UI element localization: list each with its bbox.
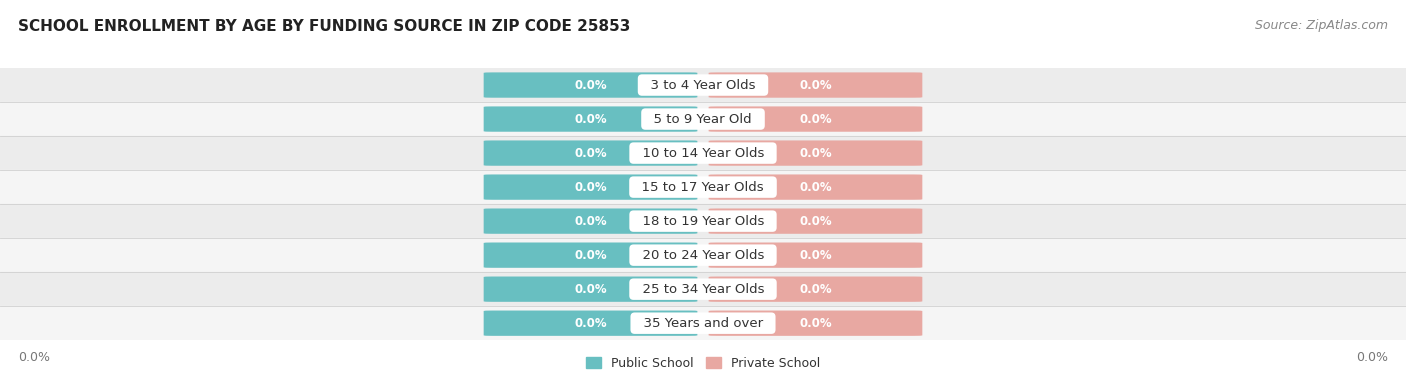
FancyBboxPatch shape	[709, 243, 922, 268]
Text: 0.0%: 0.0%	[799, 317, 832, 330]
FancyBboxPatch shape	[709, 277, 922, 302]
Bar	[0, 102, 1406, 136]
Text: 0.0%: 0.0%	[574, 249, 607, 262]
Text: Source: ZipAtlas.com: Source: ZipAtlas.com	[1254, 19, 1388, 32]
Bar	[0, 272, 1406, 306]
FancyBboxPatch shape	[484, 277, 697, 302]
Text: 0.0%: 0.0%	[799, 147, 832, 160]
FancyBboxPatch shape	[484, 311, 697, 336]
Text: 3 to 4 Year Olds: 3 to 4 Year Olds	[643, 79, 763, 91]
Text: 0.0%: 0.0%	[574, 283, 607, 296]
FancyBboxPatch shape	[484, 243, 697, 268]
Text: 0.0%: 0.0%	[574, 215, 607, 228]
Bar	[0, 306, 1406, 340]
FancyBboxPatch shape	[484, 175, 697, 200]
Text: 0.0%: 0.0%	[574, 113, 607, 125]
Text: SCHOOL ENROLLMENT BY AGE BY FUNDING SOURCE IN ZIP CODE 25853: SCHOOL ENROLLMENT BY AGE BY FUNDING SOUR…	[18, 19, 631, 34]
Text: 20 to 24 Year Olds: 20 to 24 Year Olds	[634, 249, 772, 262]
Text: 15 to 17 Year Olds: 15 to 17 Year Olds	[634, 181, 772, 194]
Text: 0.0%: 0.0%	[799, 181, 832, 194]
Text: 0.0%: 0.0%	[574, 79, 607, 91]
Bar	[0, 68, 1406, 102]
FancyBboxPatch shape	[484, 209, 697, 234]
Text: 0.0%: 0.0%	[799, 113, 832, 125]
Text: 0.0%: 0.0%	[574, 181, 607, 194]
Text: 0.0%: 0.0%	[799, 79, 832, 91]
Bar	[0, 204, 1406, 238]
FancyBboxPatch shape	[484, 141, 697, 166]
Text: 35 Years and over: 35 Years and over	[634, 317, 772, 330]
Text: 0.0%: 0.0%	[574, 317, 607, 330]
FancyBboxPatch shape	[484, 107, 697, 132]
FancyBboxPatch shape	[709, 311, 922, 336]
FancyBboxPatch shape	[709, 107, 922, 132]
FancyBboxPatch shape	[484, 73, 697, 98]
Text: 0.0%: 0.0%	[799, 215, 832, 228]
FancyBboxPatch shape	[709, 73, 922, 98]
FancyBboxPatch shape	[709, 141, 922, 166]
Legend: Public School, Private School: Public School, Private School	[586, 357, 820, 370]
FancyBboxPatch shape	[709, 175, 922, 200]
Text: 0.0%: 0.0%	[574, 147, 607, 160]
FancyBboxPatch shape	[709, 209, 922, 234]
Text: 0.0%: 0.0%	[1355, 351, 1388, 364]
Text: 10 to 14 Year Olds: 10 to 14 Year Olds	[634, 147, 772, 160]
Text: 0.0%: 0.0%	[799, 283, 832, 296]
Bar	[0, 238, 1406, 272]
Text: 18 to 19 Year Olds: 18 to 19 Year Olds	[634, 215, 772, 228]
Bar	[0, 170, 1406, 204]
Text: 5 to 9 Year Old: 5 to 9 Year Old	[645, 113, 761, 125]
Text: 0.0%: 0.0%	[18, 351, 51, 364]
Bar	[0, 136, 1406, 170]
Text: 0.0%: 0.0%	[799, 249, 832, 262]
Text: 25 to 34 Year Olds: 25 to 34 Year Olds	[634, 283, 772, 296]
